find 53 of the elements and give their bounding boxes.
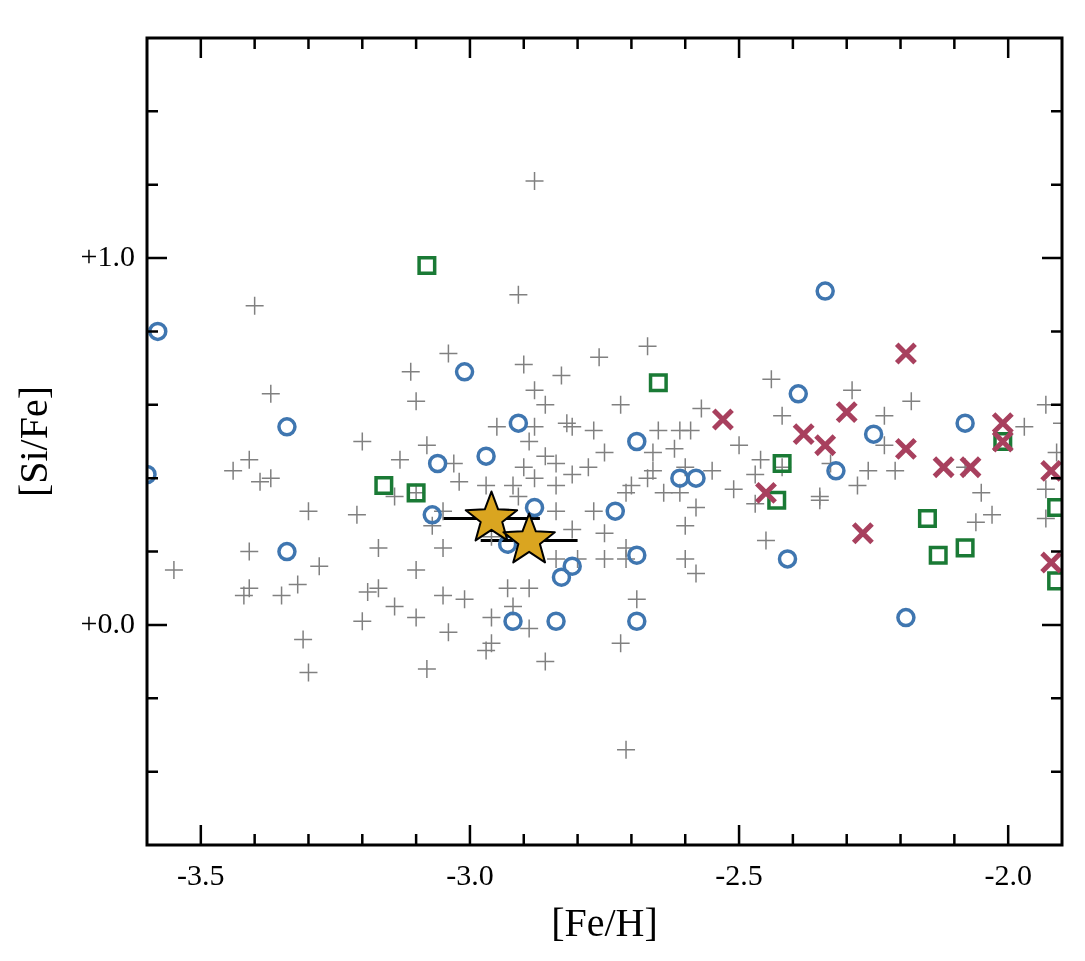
point <box>374 475 394 496</box>
x-tick-label: -3.5 <box>177 857 225 891</box>
point <box>788 384 809 404</box>
point <box>815 281 835 301</box>
point <box>627 431 647 452</box>
point <box>627 545 647 565</box>
point <box>894 341 918 366</box>
point <box>648 373 668 393</box>
point <box>148 321 168 342</box>
point <box>896 607 916 628</box>
point <box>1039 550 1062 575</box>
point <box>417 255 437 275</box>
point <box>503 611 523 631</box>
point <box>917 509 937 529</box>
point <box>1039 459 1062 483</box>
y-axis-title: [Si/Fe] <box>10 385 56 498</box>
point <box>686 468 706 488</box>
point <box>955 413 975 433</box>
point <box>277 541 297 562</box>
x-axis-title: [Fe/H] <box>551 899 658 945</box>
point <box>711 407 735 432</box>
point <box>605 501 626 521</box>
point <box>931 455 956 479</box>
point <box>826 461 846 481</box>
point <box>863 424 884 444</box>
point <box>791 422 816 446</box>
x-tick-label: -2.5 <box>715 857 763 891</box>
point <box>562 556 582 576</box>
point <box>454 362 475 382</box>
point <box>835 400 859 424</box>
point <box>277 417 297 437</box>
point <box>546 611 566 631</box>
point <box>928 545 948 565</box>
point <box>508 413 529 433</box>
x-tick-label: -2.0 <box>984 857 1032 891</box>
point <box>955 538 975 558</box>
point <box>813 433 837 457</box>
y-tick-label: +1.0 <box>80 238 135 272</box>
y-tick-label: +0.0 <box>80 605 135 639</box>
point <box>777 549 798 569</box>
x-tick-label: -3.0 <box>446 857 494 891</box>
point <box>422 505 443 525</box>
point <box>754 481 778 505</box>
point <box>476 446 496 466</box>
point <box>551 567 572 587</box>
point <box>524 497 545 518</box>
point <box>958 455 983 479</box>
point <box>894 437 918 461</box>
point <box>627 611 647 631</box>
point <box>427 453 448 474</box>
point <box>772 453 792 474</box>
point <box>670 468 690 488</box>
point <box>851 521 875 545</box>
